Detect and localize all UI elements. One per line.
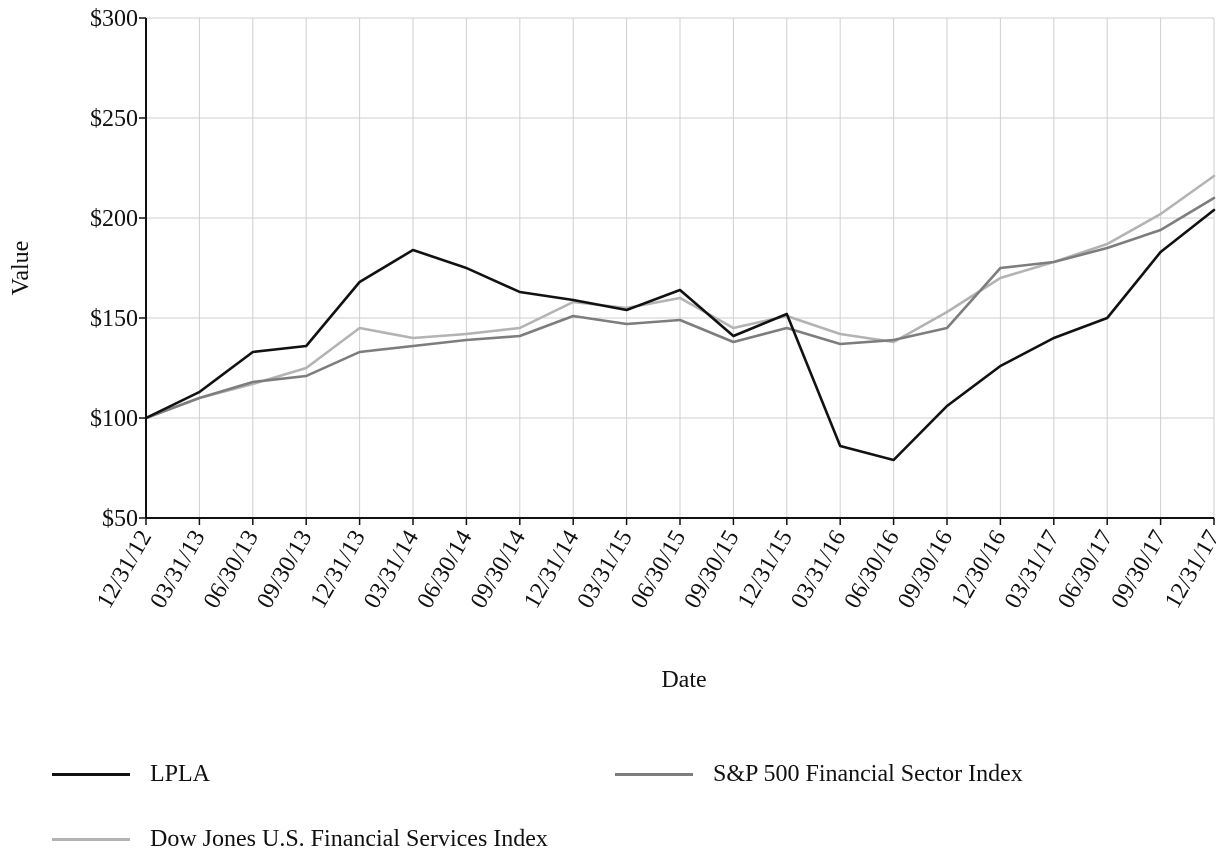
y-tick-label: $250 xyxy=(90,106,138,132)
series-line-dow-jones-u-s-financial-services-index xyxy=(144,174,1216,420)
legend-label-dow-jones-financial: Dow Jones U.S. Financial Services Index xyxy=(150,825,548,852)
series-line-s-p-500-financial-sector-index xyxy=(144,196,1216,420)
y-tick-label: $300 xyxy=(90,6,138,32)
y-tick-label: $200 xyxy=(90,206,138,232)
legend-item-dow-jones-financial: Dow Jones U.S. Financial Services Index xyxy=(52,824,548,854)
legend-swatch-sp500-financial xyxy=(615,772,693,776)
y-tick-label: $50 xyxy=(102,506,138,532)
x-axis-label: Date xyxy=(661,667,706,693)
legend-item-sp500-financial: S&P 500 Financial Sector Index xyxy=(615,759,1023,789)
y-tick-label: $150 xyxy=(90,306,138,332)
legend-label-lpla: LPLA xyxy=(150,760,210,787)
legend-label-sp500-financial: S&P 500 Financial Sector Index xyxy=(713,760,1023,787)
legend-item-lpla: LPLA xyxy=(52,759,210,789)
y-tick-label: $100 xyxy=(90,406,138,432)
y-axis-label: Value xyxy=(8,241,34,296)
legend-swatch-lpla xyxy=(52,772,130,776)
legend-swatch-dow-jones-financial xyxy=(52,837,130,841)
series-line-lpla xyxy=(144,208,1216,462)
